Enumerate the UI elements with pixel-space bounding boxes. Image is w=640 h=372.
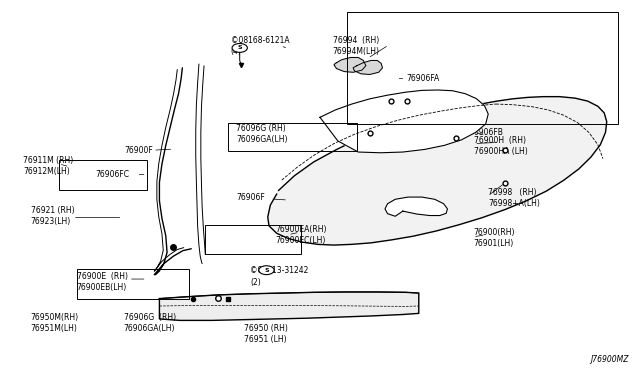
Text: 76994  (RH)
76994M(LH): 76994 (RH) 76994M(LH) <box>333 36 380 56</box>
Polygon shape <box>334 58 366 72</box>
Text: 76998   (RH)
76998+A(LH): 76998 (RH) 76998+A(LH) <box>488 188 540 208</box>
Bar <box>205 225 301 254</box>
Polygon shape <box>353 61 383 74</box>
Text: 76906FC: 76906FC <box>96 170 130 179</box>
Polygon shape <box>268 97 607 245</box>
Circle shape <box>259 266 274 275</box>
Text: 76921 (RH)
76923(LH): 76921 (RH) 76923(LH) <box>31 206 74 226</box>
Bar <box>348 13 618 124</box>
Polygon shape <box>320 90 488 153</box>
Polygon shape <box>385 197 447 216</box>
Text: 76906G  (RH)
76906GA(LH): 76906G (RH) 76906GA(LH) <box>124 312 176 333</box>
Bar <box>59 160 147 190</box>
Bar <box>228 123 357 151</box>
Polygon shape <box>159 292 419 320</box>
Text: 76911M (RH)
76912M(LH): 76911M (RH) 76912M(LH) <box>23 155 74 176</box>
Text: ©08168-6121A
(4): ©08168-6121A (4) <box>231 36 289 56</box>
Text: 76900(RH)
76901(LH): 76900(RH) 76901(LH) <box>473 228 515 248</box>
Bar <box>77 269 189 299</box>
Circle shape <box>232 44 247 52</box>
Text: 76950 (RH)
76951 (LH): 76950 (RH) 76951 (LH) <box>244 324 287 344</box>
Text: 76900F: 76900F <box>124 147 153 155</box>
Text: S: S <box>264 268 269 273</box>
Text: 76906FB: 76906FB <box>470 128 504 137</box>
Text: 76096G (RH)
76096GA(LH): 76096G (RH) 76096GA(LH) <box>236 124 287 144</box>
Text: 76906F: 76906F <box>236 193 264 202</box>
Text: S: S <box>237 45 242 51</box>
Text: 76900EA(RH)
76900EC(LH): 76900EA(RH) 76900EC(LH) <box>275 225 327 245</box>
Text: 76950M(RH)
76951M(LH): 76950M(RH) 76951M(LH) <box>31 312 79 333</box>
Text: 76900H  (RH)
76900HA (LH): 76900H (RH) 76900HA (LH) <box>474 136 528 156</box>
Text: ©08513-31242
(2): ©08513-31242 (2) <box>250 266 308 286</box>
Text: J76900MZ: J76900MZ <box>591 355 629 364</box>
Text: 76900E  (RH)
76900EB(LH): 76900E (RH) 76900EB(LH) <box>77 272 127 292</box>
Text: 76906FA: 76906FA <box>406 74 439 83</box>
